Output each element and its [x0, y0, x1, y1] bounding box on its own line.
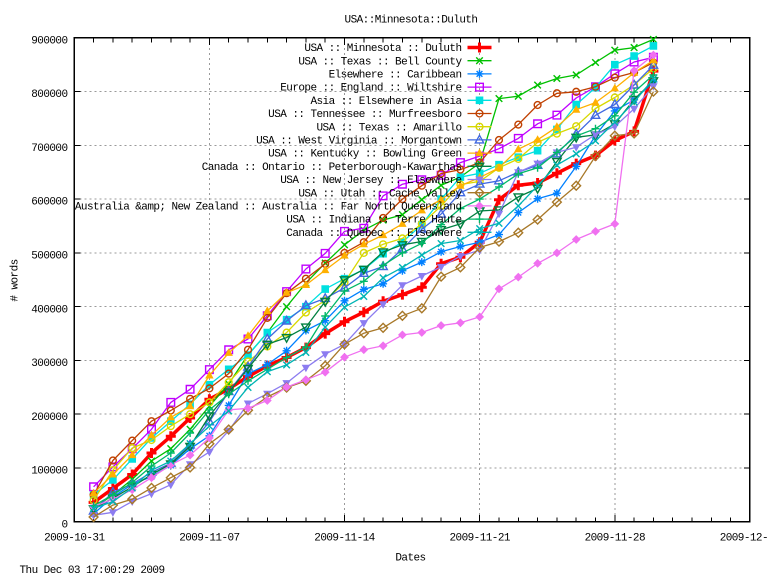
svg-text:2009-12-05: 2009-12-05 — [720, 533, 768, 545]
svg-text:Canada :: Ontario :: Peterboro: Canada :: Ontario :: Peterborough-Kawart… — [202, 162, 462, 174]
svg-text:2009-10-31: 2009-10-31 — [44, 533, 105, 545]
svg-text:700000: 700000 — [31, 143, 67, 155]
svg-text:USA :: Texas :: Amarillo: USA :: Texas :: Amarillo — [317, 122, 462, 134]
svg-text:800000: 800000 — [31, 89, 67, 101]
svg-text:2009-11-28: 2009-11-28 — [585, 533, 645, 545]
svg-text:USA :: Tennessee :: Murfreesbo: USA :: Tennessee :: Murfreesboro — [268, 109, 461, 121]
svg-text:100000: 100000 — [31, 466, 67, 478]
svg-text:USA :: Minnesota :: Duluth: USA :: Minnesota :: Duluth — [304, 43, 461, 55]
svg-text:USA :: Texas :: Bell County: USA :: Texas :: Bell County — [298, 56, 462, 68]
svg-text:2009-11-14: 2009-11-14 — [314, 533, 375, 545]
svg-text:USA :: New Jersey :: Elsewhere: USA :: New Jersey :: Elsewhere — [280, 175, 461, 187]
svg-text:Australia &amp; New Zealand ::: Australia &amp; New Zealand :: Australia… — [75, 202, 462, 214]
svg-text:USA :: Kentucky :: Bowling Gre: USA :: Kentucky :: Bowling Green — [268, 149, 461, 161]
svg-text:0: 0 — [61, 519, 67, 531]
svg-text:USA :: West Virginia :: Morgan: USA :: West Virginia :: Morgantown — [256, 136, 461, 148]
svg-text:900000: 900000 — [31, 35, 67, 47]
svg-text:USA :: Indiana :: Terre Haute: USA :: Indiana :: Terre Haute — [286, 215, 461, 227]
svg-text:300000: 300000 — [31, 358, 67, 370]
svg-text:Europe :: England :: Wiltshire: Europe :: England :: Wiltshire — [280, 83, 461, 95]
svg-text:2009-11-21: 2009-11-21 — [449, 533, 510, 545]
svg-text:USA :: Utah :: Cache Valley: USA :: Utah :: Cache Valley — [298, 188, 462, 200]
svg-text:USA::Minnesota::Duluth: USA::Minnesota::Duluth — [345, 15, 478, 27]
svg-text:Dates: Dates — [395, 553, 425, 565]
svg-text:Thu Dec 03 17:00:29 2009: Thu Dec 03 17:00:29 2009 — [20, 565, 165, 576]
svg-text:2009-11-07: 2009-11-07 — [179, 533, 239, 545]
svg-text:200000: 200000 — [31, 412, 67, 424]
svg-text:# words: # words — [10, 259, 22, 301]
svg-text:Elsewhere :: Caribbean: Elsewhere :: Caribbean — [329, 70, 462, 82]
svg-text:500000: 500000 — [31, 251, 67, 263]
svg-text:400000: 400000 — [31, 304, 67, 316]
svg-text:Asia :: Elsewhere in Asia: Asia :: Elsewhere in Asia — [310, 96, 462, 108]
svg-text:Canada :: Quebec :: Elsewhere: Canada :: Quebec :: Elsewhere — [286, 228, 461, 240]
svg-text:600000: 600000 — [31, 197, 67, 209]
